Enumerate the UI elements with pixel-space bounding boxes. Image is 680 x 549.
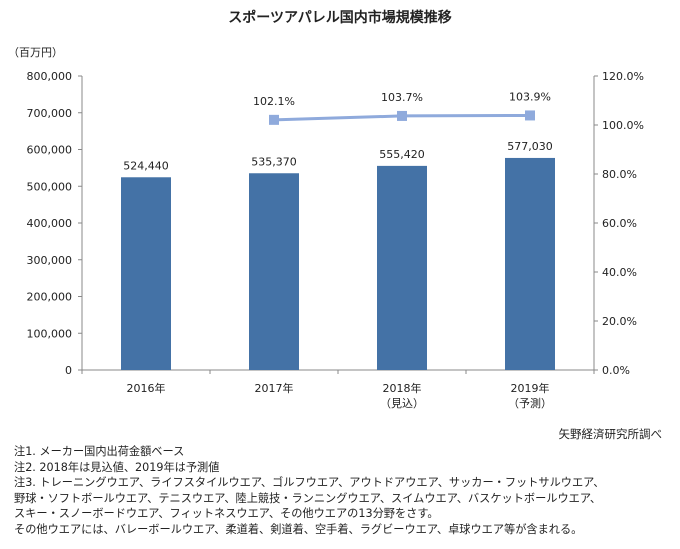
note-line: 野球・ソフトボールウエア、テニスウエア、陸上競技・ランニングウエア、スイムウエア… xyxy=(14,491,602,505)
note-line: 注2. 2018年は見込値、2019年は予測値 xyxy=(14,460,220,474)
x-tick-label: 2016年 xyxy=(127,381,166,395)
y2-tick-label: 0.0% xyxy=(602,364,630,377)
x-tick-label: 2017年 xyxy=(255,381,294,395)
growth-data-label: 103.7% xyxy=(381,91,423,104)
bar-data-label: 524,440 xyxy=(123,159,169,172)
chart: スポーツアパレル国内市場規模推移 （百万円） 0 100,000 200,000 30… xyxy=(8,9,644,410)
y2-tick-label: 120.0% xyxy=(602,70,644,83)
bar xyxy=(505,157,555,370)
growth-data-label: 103.9% xyxy=(509,90,551,103)
growth-data-label: 102.1% xyxy=(253,95,295,108)
y-tick-label: 100,000 xyxy=(27,327,73,340)
chart-title: スポーツアパレル国内市場規模推移 xyxy=(228,9,451,26)
bar-data-label: 555,420 xyxy=(379,148,425,161)
x-tick-sublabel: （見込） xyxy=(380,397,424,410)
y2-tick-label: 100.0% xyxy=(602,119,644,132)
note-line: スキー・スノーボードウエア、フィットネスウエア、その他ウエアの13分野をさす。 xyxy=(14,507,439,521)
bar-data-label: 577,030 xyxy=(507,140,553,153)
y-tick-label: 200,000 xyxy=(27,291,73,304)
y-tick-label: 0 xyxy=(65,364,72,377)
y2-tick-label: 60.0% xyxy=(602,217,637,230)
x-tick-label: 2018年 xyxy=(383,381,422,395)
note-line: 注3. トレーニングウエア、ライフスタイルウエア、ゴルフウエア、アウトドアウエア… xyxy=(14,476,605,490)
note-line: その他ウエアには、バレーボールウエア、柔道着、剣道着、空手着、ラグビーウエア、卓… xyxy=(14,522,583,536)
source-credit: 矢野経済研究所調べ xyxy=(558,427,663,441)
bar xyxy=(249,173,299,370)
y2-tick-label: 20.0% xyxy=(602,315,637,328)
growth-marker xyxy=(269,114,279,125)
bar-data-label: 535,370 xyxy=(251,155,297,168)
growth-marker xyxy=(397,110,407,121)
y2-tick-label: 80.0% xyxy=(602,168,637,181)
y-tick-label: 700,000 xyxy=(27,107,73,120)
x-tick-label: 2019年 xyxy=(511,381,550,395)
x-tick-sublabel: （予測） xyxy=(508,396,552,410)
y-tick-label: 500,000 xyxy=(27,180,73,193)
note-line: 注1. メーカー国内出荷金額ベース xyxy=(14,445,185,458)
y-axis-unit: （百万円） xyxy=(8,46,63,59)
y-tick-label: 800,000 xyxy=(27,70,73,83)
bar xyxy=(121,177,171,370)
y-tick-label: 300,000 xyxy=(27,254,73,267)
bar xyxy=(377,165,427,370)
y-tick-label: 400,000 xyxy=(27,217,73,230)
y-tick-label: 600,000 xyxy=(27,144,73,157)
growth-marker xyxy=(525,110,535,121)
y2-tick-label: 40.0% xyxy=(602,266,637,279)
notes: 注1. メーカー国内出荷金額ベース 注2. 2018年は見込値、2019年は予測… xyxy=(14,444,674,538)
